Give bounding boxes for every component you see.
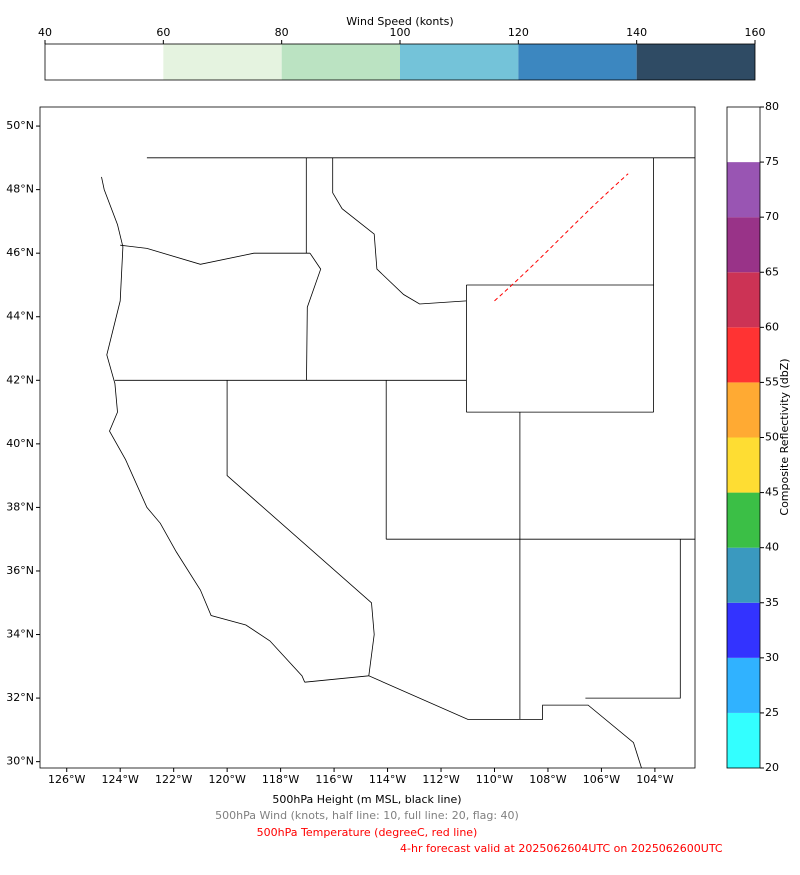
reflectivity-color-segment [727,382,760,438]
wind-tick-label: 60 [156,26,170,39]
reflectivity-color-segment [727,602,760,658]
wind-color-segment [636,44,755,80]
boundary [101,176,306,683]
wind-color-segment [281,44,400,80]
x-tick-label: 112°W [422,773,459,786]
reflectivity-tick-label: 65 [765,265,779,278]
wind-tick-label: 100 [390,26,411,39]
boundary [585,539,681,699]
x-tick-label: 110°W [476,773,513,786]
reflectivity-tick-label: 40 [765,541,779,554]
reflectivity-tick-label: 60 [765,320,779,333]
caption: 500hPa Height (m MSL, black line) [272,793,461,806]
map-frame [39,106,696,769]
reflectivity-colorbar-label: Composite Reflectivity (dbZ) [778,358,791,515]
y-tick-label: 40°N [6,437,34,450]
y-tick-label: 34°N [6,628,34,641]
reflectivity-color-segment [727,162,760,218]
reflectivity-color-segment [727,217,760,273]
wind-tick-label: 80 [275,26,289,39]
x-tick-label: 120°W [208,773,245,786]
y-tick-label: 48°N [6,183,34,196]
reflectivity-tick-label: 30 [765,651,779,664]
x-tick-label: 122°W [155,773,192,786]
y-tick-label: 50°N [6,119,34,132]
reflectivity-color-segment [727,272,760,328]
wind-tick-label: 140 [626,26,647,39]
x-tick-label: 118°W [262,773,299,786]
x-tick-label: 124°W [102,773,139,786]
reflectivity-color-segment [727,657,760,713]
wind-color-segment [400,44,519,80]
reflectivity-tick-label: 20 [765,761,779,774]
y-tick-label: 46°N [6,246,34,259]
x-tick-label: 108°W [529,773,566,786]
reflectivity-color-segment [727,107,760,163]
wind-color-segment [45,44,164,80]
y-tick-label: 42°N [6,373,34,386]
wind-tick-label: 40 [38,26,52,39]
reflectivity-tick-label: 75 [765,155,779,168]
wind-tick-label: 160 [745,26,766,39]
caption: 500hPa Temperature (degreeC, red line) [257,826,478,839]
wind-tick-label: 120 [508,26,529,39]
wind-color-segment [163,44,282,80]
reflectivity-color-segment [727,437,760,493]
y-tick-label: 32°N [6,691,34,704]
reflectivity-color-segment [727,327,760,383]
reflectivity-tick-label: 50 [765,431,779,444]
reflectivity-tick-label: 55 [765,375,779,388]
temperature-contour [494,173,629,302]
reflectivity-tick-label: 25 [765,706,779,719]
x-tick-label: 116°W [315,773,352,786]
y-tick-label: 36°N [6,564,34,577]
boundary [332,157,467,305]
reflectivity-tick-label: 80 [765,100,779,113]
y-tick-label: 38°N [6,500,34,513]
reflectivity-tick-label: 35 [765,596,779,609]
x-tick-label: 106°W [583,773,620,786]
boundary [120,244,310,265]
boundary [226,380,375,676]
boundary [304,675,642,768]
x-tick-label: 114°W [369,773,406,786]
x-tick-label: 104°W [636,773,673,786]
reflectivity-tick-label: 45 [765,486,779,499]
caption: 500hPa Wind (knots, half line: 10, full … [215,809,519,822]
y-tick-label: 44°N [6,310,34,323]
x-tick-label: 126°W [48,773,85,786]
reflectivity-color-segment [727,712,760,768]
reflectivity-color-segment [727,492,760,548]
caption: 4-hr forecast valid at 2025062604UTC on … [400,842,723,855]
wind-color-segment [518,44,637,80]
reflectivity-color-segment [727,547,760,603]
y-tick-label: 30°N [6,755,34,768]
reflectivity-tick-label: 70 [765,210,779,223]
boundary [306,252,322,381]
wind-colorbar-label: Wind Speed (konts) [346,15,453,28]
